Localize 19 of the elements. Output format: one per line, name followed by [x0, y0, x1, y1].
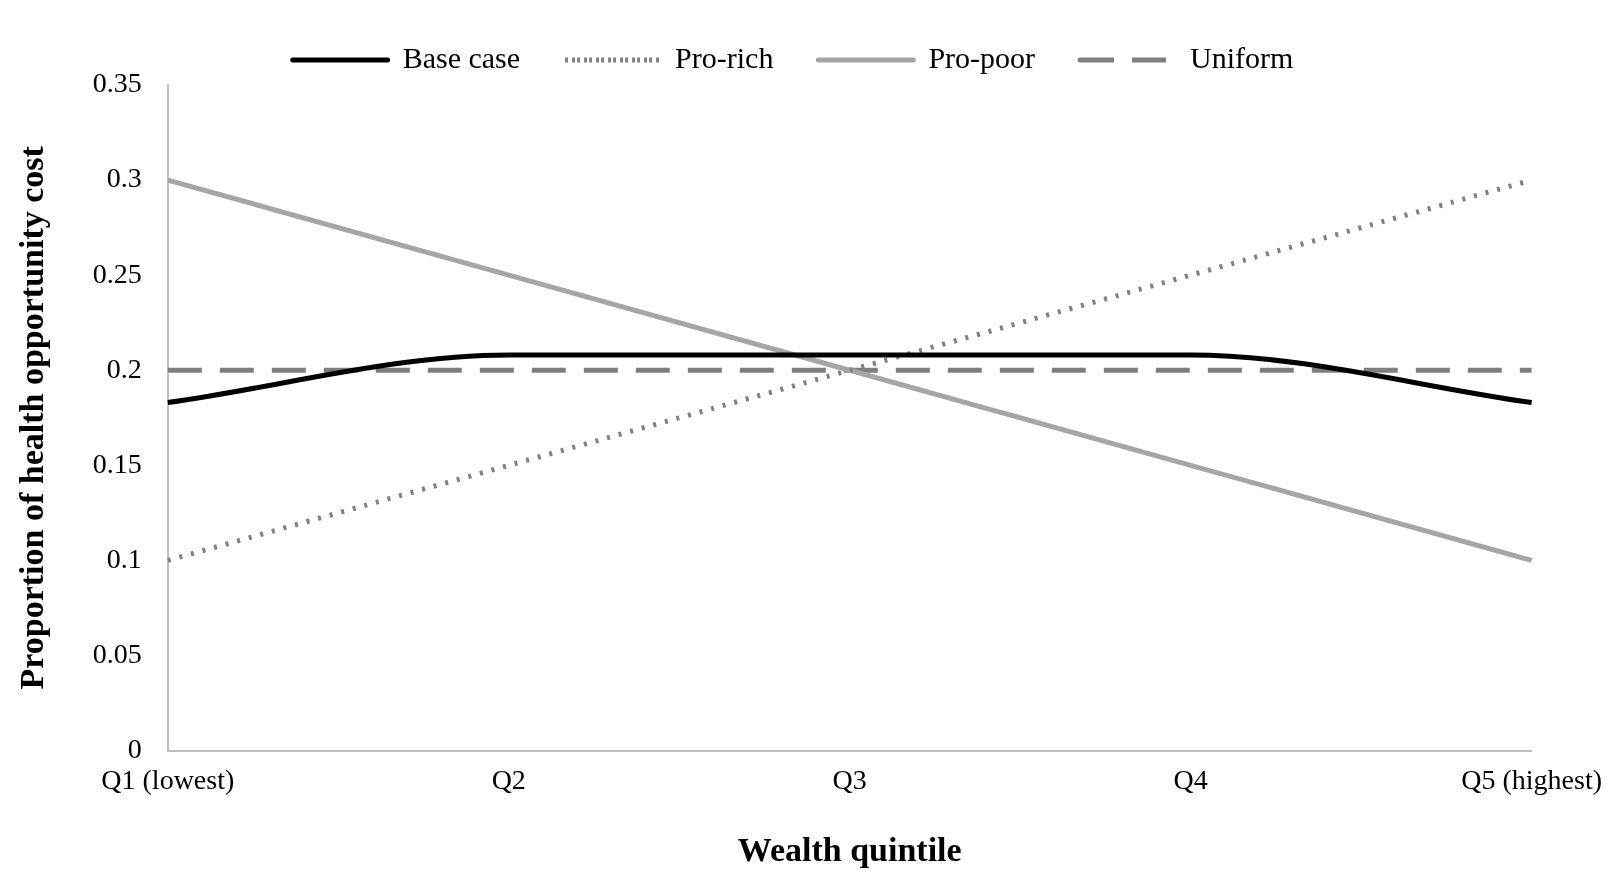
legend-label: Base case	[402, 40, 521, 74]
y-tick-label: 0	[127, 732, 142, 764]
x-tick-label: Q3	[832, 763, 867, 795]
y-tick-label: 0.3	[106, 162, 142, 194]
x-tick-label: Q1 (lowest)	[101, 763, 235, 795]
x-tick-label: Q4	[1173, 763, 1208, 795]
y-tick-label: 0.25	[92, 257, 142, 289]
x-axis-title: Wealth quintile	[737, 831, 962, 869]
x-tick-label: Q5 (highest)	[1461, 763, 1603, 795]
y-tick-label: 0.15	[92, 447, 142, 479]
y-axis-title: Proportion of health opportunity cost	[13, 145, 51, 690]
x-tick-label: Q2	[491, 763, 526, 795]
y-tick-label: 0.35	[92, 67, 142, 99]
y-tick-label: 0.2	[106, 352, 142, 384]
legend-label: Uniform	[1190, 40, 1294, 74]
legend-label: Pro-rich	[675, 40, 774, 74]
y-tick-label: 0.1	[106, 542, 142, 574]
y-tick-label: 0.05	[92, 637, 142, 669]
legend-label: Pro-poor	[928, 40, 1036, 74]
